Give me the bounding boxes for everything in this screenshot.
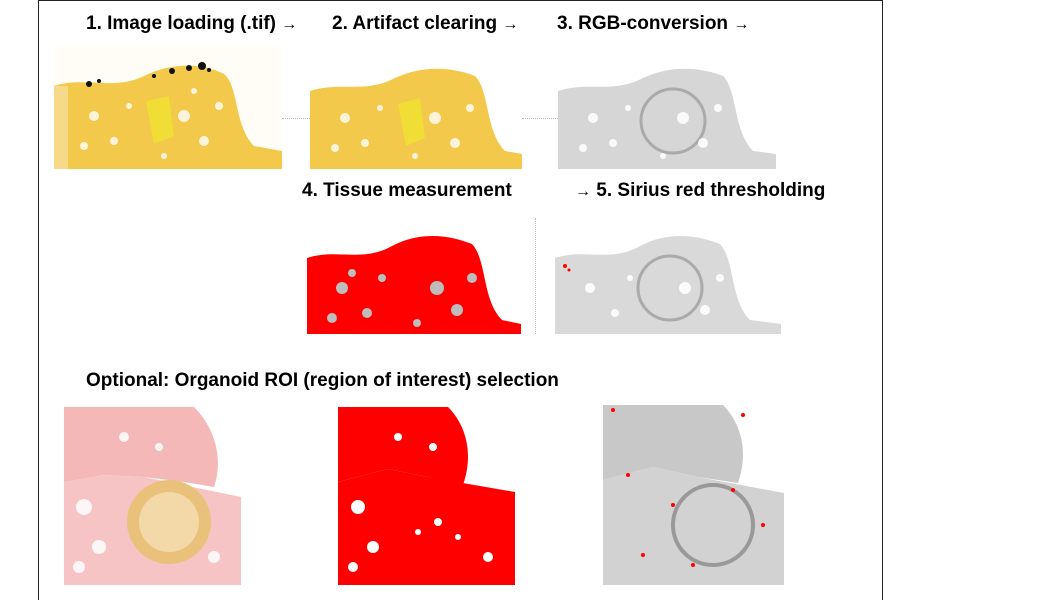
roi-threshold-image [603, 405, 784, 585]
connector-dots [522, 118, 558, 119]
step-5-label: → 5. Sirius red thresholding [575, 180, 826, 201]
artifact-cleared-image [310, 46, 522, 169]
connector-dots [535, 218, 536, 334]
raw-tif-image [54, 46, 282, 169]
arrow-icon: → [575, 183, 591, 200]
arrow-icon: → [281, 16, 298, 33]
optional-roi-title: Optional: Organoid ROI (region of intere… [86, 370, 559, 391]
tissue-measurement-image [307, 218, 521, 334]
roi-tissue-image [338, 407, 515, 585]
step-3-label: 3. RGB-conversion → [557, 13, 750, 34]
arrow-icon: → [733, 16, 750, 33]
step-1-label: 1. Image loading (.tif) → [86, 13, 298, 34]
connector-dots [282, 118, 310, 119]
roi-original-image [64, 407, 241, 585]
figure-frame [38, 0, 883, 600]
arrow-icon: → [502, 16, 519, 33]
step-2-label: 2. Artifact clearing → [332, 13, 519, 34]
sirius-red-threshold-image [555, 218, 781, 334]
step-4-label: 4. Tissue measurement [302, 180, 512, 201]
rgb-converted-image [558, 46, 776, 169]
